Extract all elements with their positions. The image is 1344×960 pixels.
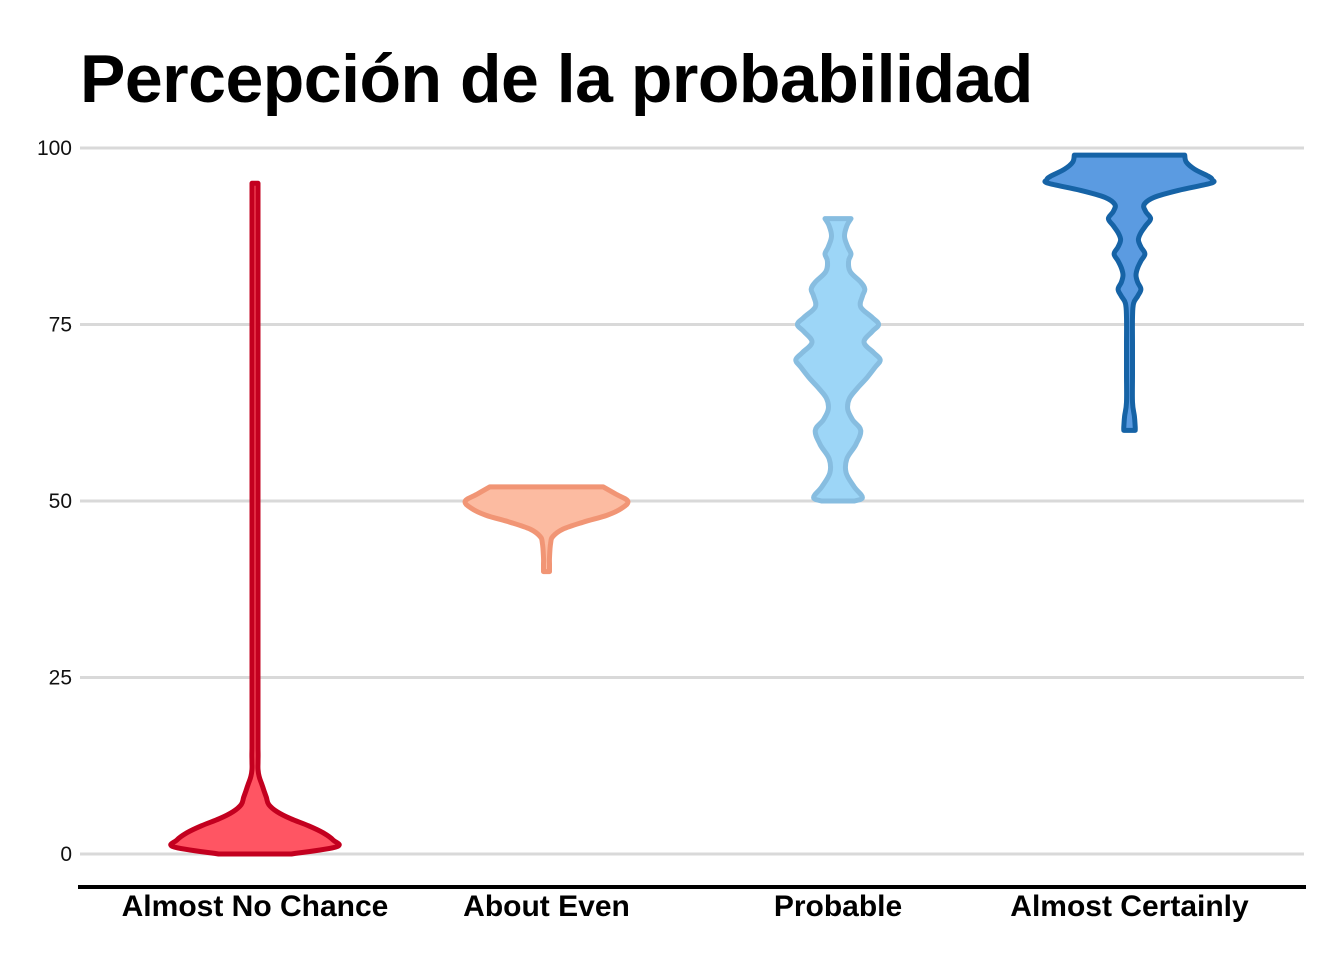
x-category-label: About Even (463, 890, 630, 923)
y-tick-label: 50 (49, 490, 72, 513)
violin-about-even (462, 484, 631, 575)
x-axis-labels: Almost No Chance About Even Probable Almost… (122, 890, 1249, 923)
x-category-label: Probable (774, 890, 902, 923)
violin-almost-no-chance (168, 180, 342, 857)
violin-almost-certainly (1042, 152, 1217, 433)
x-category-label: Almost No Chance (122, 890, 389, 923)
y-tick-label: 25 (49, 667, 72, 690)
violins (168, 152, 1217, 857)
x-category-label: Almost Certainly (1010, 890, 1249, 923)
y-tick-label: 100 (37, 137, 72, 160)
y-tick-label: 0 (60, 843, 72, 866)
y-tick-label: 75 (49, 314, 72, 337)
chart-title: Percepción de la probabilidad (80, 41, 1033, 117)
violin-probable (793, 216, 883, 504)
y-axis-ticks: 0 25 50 75 100 (37, 137, 72, 866)
